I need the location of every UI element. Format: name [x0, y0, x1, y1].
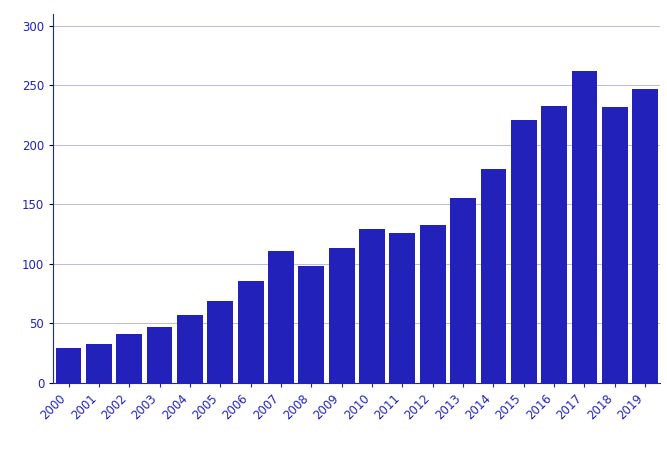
Bar	[632, 89, 658, 383]
Bar	[298, 266, 324, 383]
Bar	[116, 334, 142, 383]
Bar	[480, 169, 506, 383]
Bar	[390, 233, 416, 383]
Bar	[450, 198, 476, 383]
Bar	[86, 344, 112, 383]
Bar	[420, 225, 446, 383]
Bar	[237, 281, 263, 383]
Bar	[511, 120, 537, 383]
Bar	[207, 301, 233, 383]
Bar	[572, 71, 598, 383]
Bar	[602, 107, 628, 383]
Bar	[177, 315, 203, 383]
Bar	[329, 248, 355, 383]
Bar	[147, 327, 173, 383]
Bar	[359, 229, 385, 383]
Bar	[541, 106, 567, 383]
Bar	[268, 251, 294, 383]
Bar	[55, 348, 81, 383]
